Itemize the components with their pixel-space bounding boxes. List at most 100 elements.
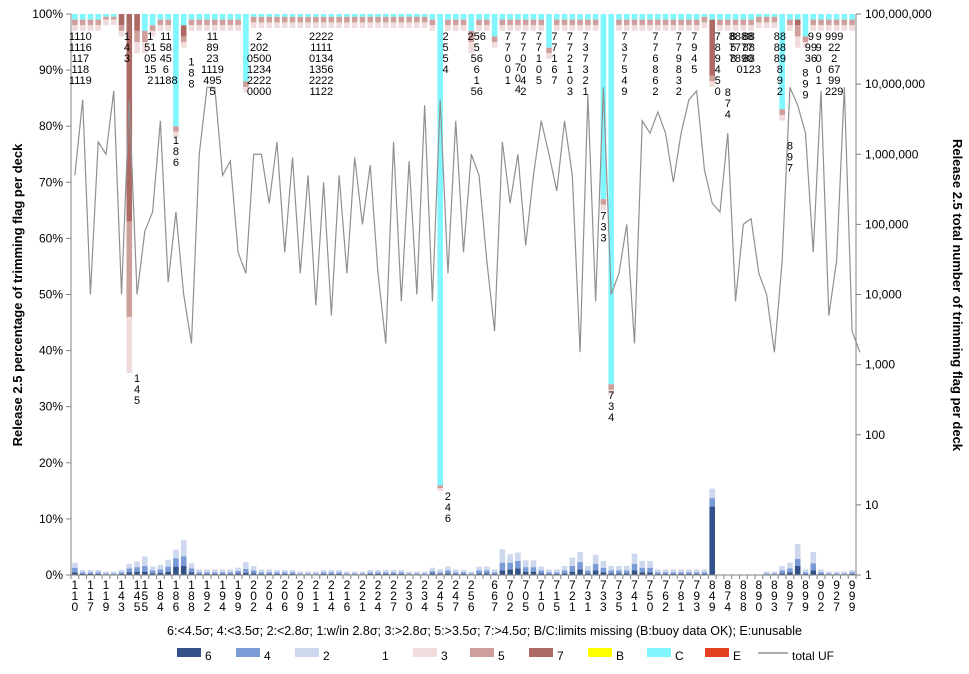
bar-segment-6-189 <box>196 573 203 575</box>
upper-label-202: 2 202 0500 1234 2222 0000 <box>247 31 271 98</box>
bar-segment-6-203 <box>258 573 265 575</box>
bar-segment-2-740 <box>623 566 630 571</box>
bar-segment-5-247 <box>452 19 459 26</box>
bar-segment-4-227 <box>390 572 397 574</box>
bar-segment-4-749 <box>639 567 646 573</box>
bar-segment-4-117 <box>87 572 94 574</box>
bar-segment-2-749 <box>639 560 646 568</box>
bar-segment-2-116 <box>79 569 86 573</box>
bar-segment-2-893 <box>771 571 778 574</box>
bar-segment-3-193 <box>211 25 218 31</box>
bar-segment-C-155 <box>142 14 148 31</box>
bar-segment-2-897 <box>787 562 793 569</box>
bar-segment-C-195 <box>227 14 234 20</box>
bar-segment-5-155 <box>142 30 148 43</box>
bar-segment-4-792 <box>686 572 692 574</box>
bar-segment-4-730 <box>577 562 583 570</box>
bar-segment-C-750 <box>647 14 653 20</box>
bar-segment-6-195 <box>227 573 234 575</box>
bar-segment-2-999 <box>849 569 855 573</box>
bar-segment-6-227 <box>390 573 397 575</box>
bar-segment-C-213 <box>320 14 327 17</box>
bar-segment-5-118 <box>95 19 101 26</box>
legend-swatch-B <box>588 648 612 657</box>
bar-segment-4-667 <box>491 572 498 574</box>
bar-segment-4-902 <box>818 572 824 574</box>
bar-segment-3-900 <box>810 25 817 31</box>
bar-segment-4-246 <box>445 570 451 574</box>
y-right-tick-label: 10,000,000 <box>865 77 925 91</box>
bar-segment-C-900 <box>810 14 817 20</box>
bar-segment-C-927 <box>833 14 840 20</box>
bar-segment-4-555 <box>476 570 482 574</box>
bar-segment-3-117 <box>87 25 94 31</box>
bar-segment-3-201 <box>243 86 249 93</box>
bar-segment-2-902 <box>818 569 824 573</box>
bar-segment-C-247 <box>452 14 459 20</box>
bar-segment-2-732 <box>592 554 599 564</box>
bar-segment-6-185 <box>165 571 171 575</box>
bar-segment-C-792 <box>686 14 692 20</box>
bar-segment-3-702 <box>507 25 513 31</box>
bar-segment-C-705 <box>522 14 529 20</box>
bar-segment-C-202 <box>250 14 257 17</box>
y-right-tick-label: 10 <box>865 498 879 512</box>
bar-segment-3-203 <box>258 22 265 29</box>
bar-segment-3-256 <box>468 42 475 54</box>
bar-segment-3-893 <box>771 22 778 29</box>
bar-segment-5-927 <box>833 19 840 26</box>
bar-segment-2-214 <box>328 569 335 573</box>
bar-segment-3-205 <box>274 22 280 29</box>
y-right-tick-label: 1,000 <box>865 358 895 372</box>
bar-segment-2-255 <box>460 569 467 573</box>
bar-segment-3-189 <box>196 25 203 31</box>
bar-segment-2-143 <box>118 569 125 573</box>
total-uf-line-layer <box>74 86 861 353</box>
bar-segment-5-230 <box>406 16 412 23</box>
bar-segment-5-187 <box>180 36 187 43</box>
legend-footnote: 6:<4.5σ; 4:<3.5σ; 2:<2.8σ; 1:w/in 2.8σ; … <box>167 624 802 638</box>
bar-segment-C-245 <box>437 14 443 486</box>
bar-segment-C-928 <box>841 14 848 20</box>
bar-segment-5-143 <box>118 25 125 31</box>
bar-segment-C-246 <box>445 14 451 20</box>
bar-segment-6-732 <box>592 570 599 575</box>
legend-label-6: 6 <box>205 649 212 663</box>
bar-segment-C-849 <box>709 14 716 20</box>
bar-segment-4-926 <box>826 573 832 575</box>
bar-segment-C-233 <box>414 14 420 17</box>
bar-segment-3-926 <box>826 25 832 31</box>
bar-segment-3-218 <box>351 22 358 29</box>
bar-segment-3-226 <box>382 22 389 29</box>
bar-segment-6-215 <box>336 573 342 575</box>
bar-segment-6-155 <box>142 571 148 575</box>
bar-segment-5-750 <box>647 19 653 26</box>
bar-segment-6-794 <box>701 573 708 575</box>
bar-segment-2-706 <box>530 560 537 568</box>
bar-segment-2-186 <box>173 549 179 559</box>
bar-segment-4-221 <box>359 573 366 575</box>
bar-segment-5-224 <box>375 16 381 23</box>
bar-segment-C-223 <box>367 14 374 17</box>
bar-segment-3-204 <box>266 22 272 29</box>
bar-segment-4-203 <box>258 572 265 574</box>
bar-segment-5-227 <box>390 16 397 23</box>
bar-segment-6-735 <box>616 573 622 575</box>
bar-segment-2-192 <box>204 569 210 573</box>
bar-segment-2-117 <box>87 569 94 573</box>
y-left-tick-label: 70% <box>39 175 63 189</box>
deck-labels: 1 1 01 1 71 1 91 4 31 4 51 5 51 8 41 8 61 8 81 9 21 9 41 9 92 0 22… <box>69 31 856 614</box>
bar-segment-6-902 <box>818 573 824 575</box>
bar-segment-3-192 <box>204 25 210 31</box>
